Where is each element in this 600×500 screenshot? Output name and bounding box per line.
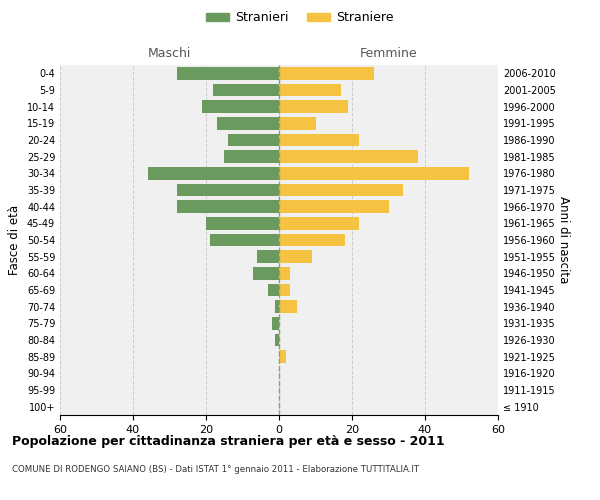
Text: COMUNE DI RODENGO SAIANO (BS) - Dati ISTAT 1° gennaio 2011 - Elaborazione TUTTIT: COMUNE DI RODENGO SAIANO (BS) - Dati IST… <box>12 465 419 474</box>
Bar <box>253 267 279 280</box>
Bar <box>272 317 279 330</box>
Bar <box>279 150 418 163</box>
Bar <box>224 150 279 163</box>
Bar <box>279 234 344 246</box>
Bar <box>177 200 279 213</box>
Bar <box>279 250 312 263</box>
Bar <box>257 250 279 263</box>
Text: Maschi: Maschi <box>148 47 191 60</box>
Bar <box>202 100 279 113</box>
Legend: Stranieri, Straniere: Stranieri, Straniere <box>202 6 398 29</box>
Bar <box>279 300 297 313</box>
Bar <box>206 217 279 230</box>
Bar <box>279 267 290 280</box>
Bar <box>279 350 286 363</box>
Bar <box>279 284 290 296</box>
Bar <box>217 117 279 130</box>
Bar <box>279 200 389 213</box>
Bar <box>279 184 403 196</box>
Bar <box>275 334 279 346</box>
Bar <box>214 84 279 96</box>
Bar <box>279 217 359 230</box>
Bar <box>148 167 279 179</box>
Text: Femmine: Femmine <box>359 47 418 60</box>
Bar <box>177 67 279 80</box>
Text: Popolazione per cittadinanza straniera per età e sesso - 2011: Popolazione per cittadinanza straniera p… <box>12 435 445 448</box>
Bar <box>279 67 374 80</box>
Bar <box>177 184 279 196</box>
Bar <box>279 117 316 130</box>
Bar <box>279 84 341 96</box>
Y-axis label: Anni di nascita: Anni di nascita <box>557 196 569 284</box>
Bar <box>279 167 469 179</box>
Y-axis label: Fasce di età: Fasce di età <box>8 205 21 275</box>
Bar <box>209 234 279 246</box>
Bar <box>275 300 279 313</box>
Bar <box>228 134 279 146</box>
Bar <box>279 100 349 113</box>
Bar <box>268 284 279 296</box>
Bar <box>279 134 359 146</box>
